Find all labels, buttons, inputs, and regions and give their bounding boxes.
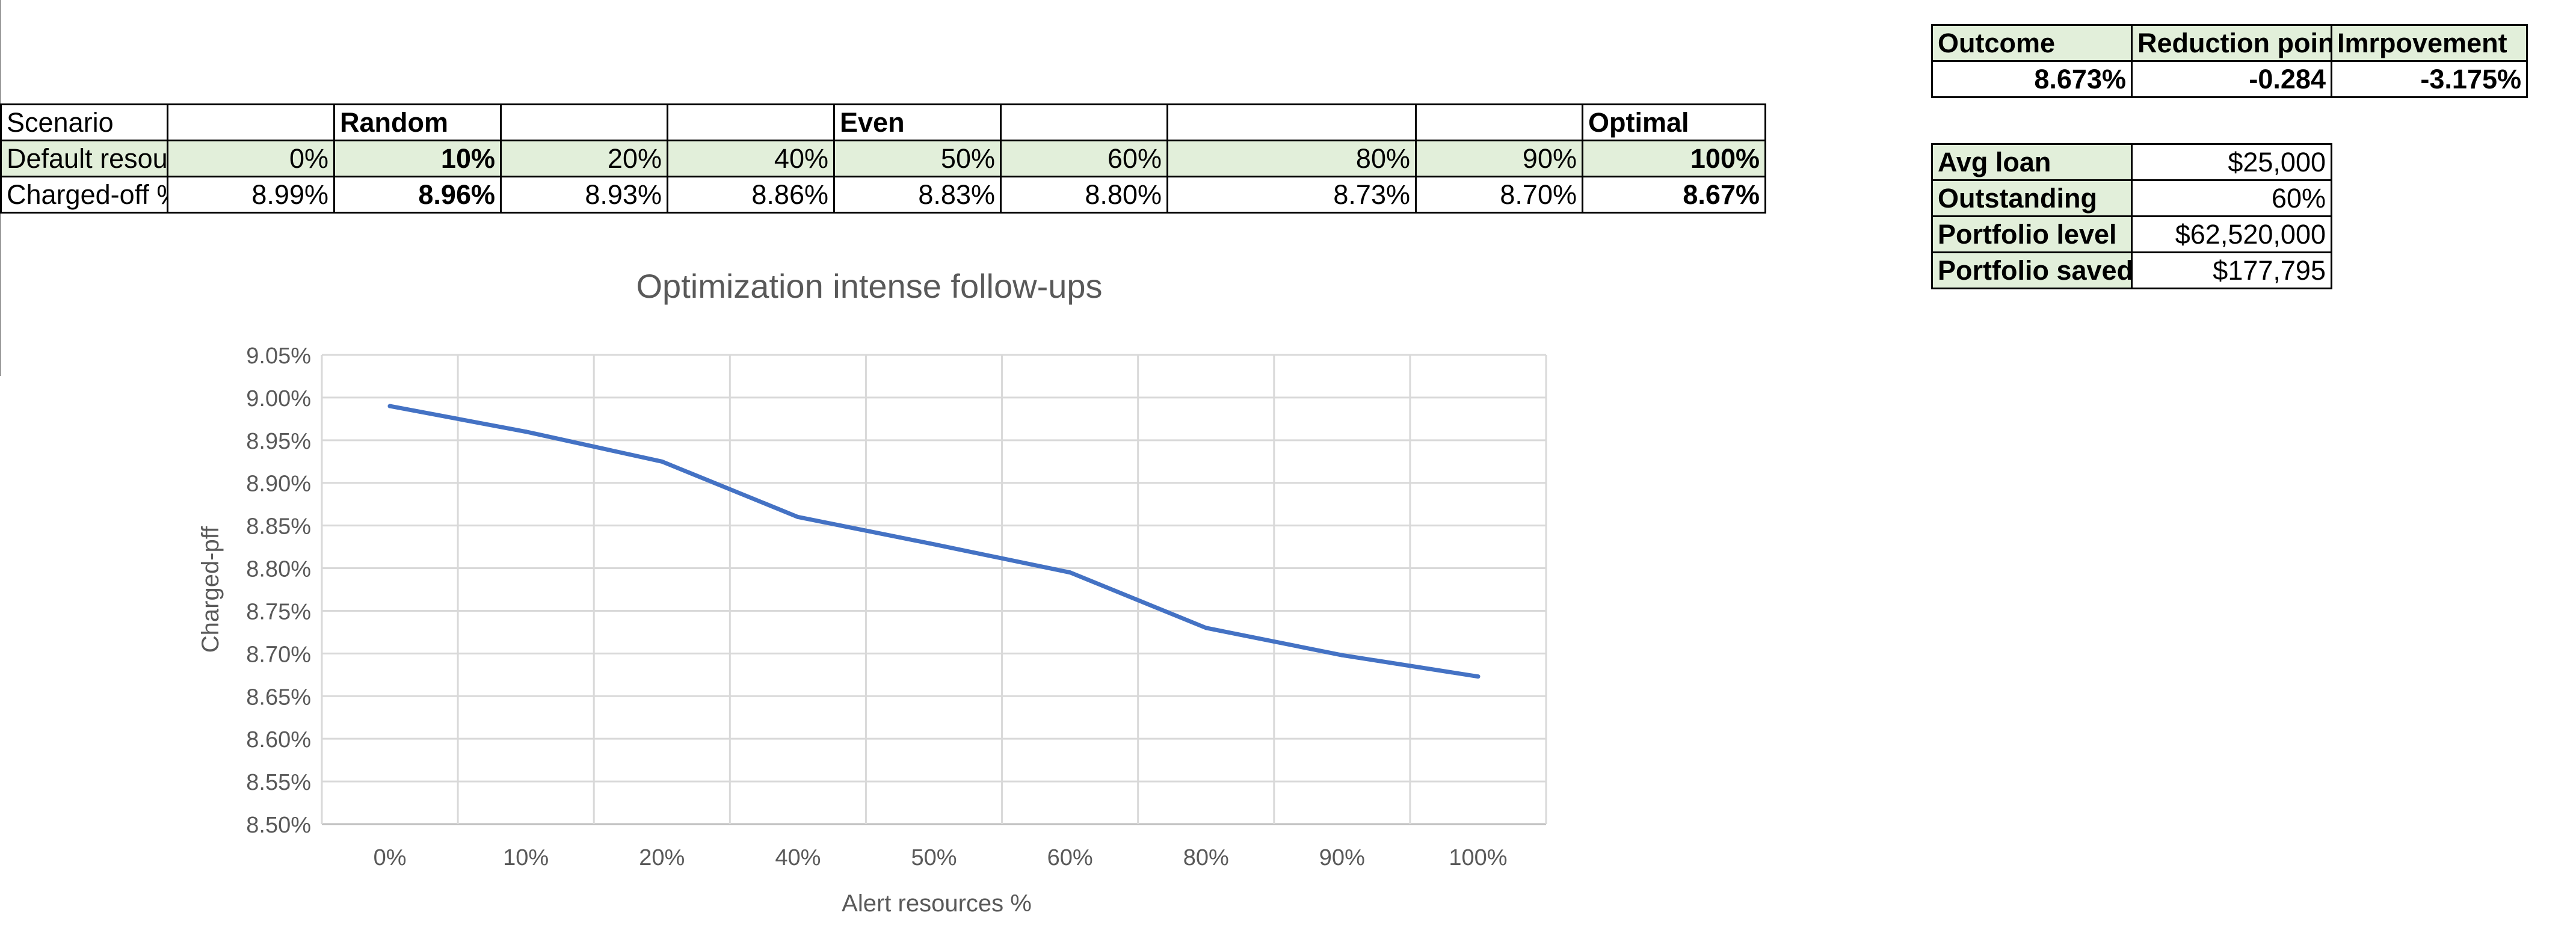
y-tick-label: 9.00% xyxy=(246,386,311,411)
cell-default-resources-label[interactable]: Default resou xyxy=(1,141,168,177)
cell[interactable]: 8.80% xyxy=(1001,177,1168,213)
cell[interactable]: 60% xyxy=(1001,141,1168,177)
loan-row: Portfolio saved $177,795 xyxy=(1932,253,2332,289)
cell[interactable]: 80% xyxy=(1168,141,1416,177)
charged-off-row: Charged-off % 8.99% 8.96% 8.93% 8.86% 8.… xyxy=(1,177,1766,213)
cell[interactable]: 0% xyxy=(168,141,334,177)
value-avg-loan[interactable]: $25,000 xyxy=(2132,144,2332,180)
header-reduction-points[interactable]: Reduction poin xyxy=(2132,25,2332,61)
x-tick-label: 80% xyxy=(1183,845,1229,870)
y-tick-label: 8.55% xyxy=(246,770,311,795)
default-resources-row: Default resou 0% 10% 20% 40% 50% 60% 80%… xyxy=(1,141,1766,177)
y-tick-label: 8.60% xyxy=(246,727,311,753)
cell[interactable]: 8.73% xyxy=(1168,177,1416,213)
outcome-value-row: 8.673% -0.284 -3.175% xyxy=(1932,61,2527,97)
cell[interactable] xyxy=(501,105,668,141)
y-tick-label: 8.65% xyxy=(246,685,311,710)
x-tick-label: 40% xyxy=(775,845,821,870)
scenario-row: Scenario Random Even Optimal xyxy=(1,105,1766,141)
cell[interactable]: 10% xyxy=(334,141,501,177)
cell[interactable]: 8.67% xyxy=(1583,177,1766,213)
value-portfolio-saved[interactable]: $177,795 xyxy=(2132,253,2332,289)
y-tick-label: 8.70% xyxy=(246,642,311,667)
cell[interactable]: 8.70% xyxy=(1416,177,1583,213)
outcome-header-row: Outcome Reduction poin Imrpovement xyxy=(1932,25,2527,61)
cell[interactable]: 8.93% xyxy=(501,177,668,213)
cell-scenario-label[interactable]: Scenario xyxy=(1,105,168,141)
y-tick-label: 8.85% xyxy=(246,514,311,540)
y-axis-ticks: 8.50% 8.55% 8.60% 8.65% 8.70% 8.75% 8.80% 8.85%… xyxy=(246,343,311,838)
data-point xyxy=(388,404,392,408)
data-point xyxy=(796,515,800,519)
cell[interactable] xyxy=(1416,105,1583,141)
x-tick-label: 50% xyxy=(911,845,957,870)
cell-optimal[interactable]: Optimal xyxy=(1583,105,1766,141)
data-point xyxy=(1476,674,1480,679)
scenario-table: Scenario Random Even Optimal Default res… xyxy=(0,103,1766,214)
y-tick-label: 8.50% xyxy=(246,813,311,838)
value-reduction-points[interactable]: -0.284 xyxy=(2132,61,2332,97)
cell[interactable]: 8.86% xyxy=(668,177,834,213)
loan-row: Portfolio level $62,520,000 xyxy=(1932,217,2332,253)
y-tick-label: 8.75% xyxy=(246,599,311,624)
cell-random[interactable]: Random xyxy=(334,105,501,141)
cell[interactable] xyxy=(668,105,834,141)
data-point xyxy=(524,429,528,434)
data-point xyxy=(1068,570,1072,574)
data-point xyxy=(1340,653,1344,657)
cell[interactable]: 100% xyxy=(1583,141,1766,177)
cell-charged-off-label[interactable]: Charged-off % xyxy=(1,177,168,213)
y-tick-label: 8.90% xyxy=(246,472,311,497)
series-layer xyxy=(388,404,1481,679)
x-tick-label: 90% xyxy=(1319,845,1365,870)
y-tick-label: 8.80% xyxy=(246,557,311,582)
x-tick-label: 20% xyxy=(639,845,685,870)
header-outcome[interactable]: Outcome xyxy=(1932,25,2132,61)
series-line xyxy=(390,406,1478,677)
cell[interactable]: 8.99% xyxy=(168,177,334,213)
data-point xyxy=(1204,626,1208,630)
loan-row: Avg loan $25,000 xyxy=(1932,144,2332,180)
cell[interactable]: 8.96% xyxy=(334,177,501,213)
x-axis-label: Alert resources % xyxy=(842,890,1032,917)
chart-title: Optimization intense follow-ups xyxy=(636,267,1102,305)
x-axis-ticks: 0% 10% 20% 40% 50% 60% 80% 90% 100% xyxy=(374,845,1508,870)
label-portfolio-level[interactable]: Portfolio level xyxy=(1932,217,2132,253)
y-tick-label: 8.95% xyxy=(246,429,311,454)
gridlines xyxy=(322,355,1546,824)
line-chart[interactable]: Optimization intense follow-ups 8.50%8.5… xyxy=(168,265,1612,932)
x-tick-label: 60% xyxy=(1047,845,1093,870)
x-tick-label: 0% xyxy=(374,845,407,870)
label-portfolio-saved[interactable]: Portfolio saved xyxy=(1932,253,2132,289)
value-outstanding[interactable]: 60% xyxy=(2132,180,2332,217)
x-tick-label: 10% xyxy=(503,845,549,870)
data-point xyxy=(932,542,936,546)
loan-row: Outstanding 60% xyxy=(1932,180,2332,217)
value-improvement[interactable]: -3.175% xyxy=(2332,61,2527,97)
header-improvement[interactable]: Imrpovement xyxy=(2332,25,2527,61)
cell[interactable]: 90% xyxy=(1416,141,1583,177)
loan-table: Avg loan $25,000 Outstanding 60% Portfol… xyxy=(1931,143,2332,289)
value-portfolio-level[interactable]: $62,520,000 xyxy=(2132,217,2332,253)
label-outstanding[interactable]: Outstanding xyxy=(1932,180,2132,217)
cell[interactable]: 20% xyxy=(501,141,668,177)
cell[interactable] xyxy=(1001,105,1168,141)
cell-even[interactable]: Even xyxy=(834,105,1001,141)
cell[interactable]: 50% xyxy=(834,141,1001,177)
y-tick-label: 9.05% xyxy=(246,343,311,369)
x-tick-label: 100% xyxy=(1449,845,1507,870)
label-avg-loan[interactable]: Avg loan xyxy=(1932,144,2132,180)
cell[interactable]: 40% xyxy=(668,141,834,177)
value-outcome[interactable]: 8.673% xyxy=(1932,61,2132,97)
data-point xyxy=(660,460,664,464)
cell[interactable]: 8.83% xyxy=(834,177,1001,213)
cell[interactable] xyxy=(168,105,334,141)
cell[interactable] xyxy=(1168,105,1416,141)
y-axis-label: Charged-pff xyxy=(197,526,224,653)
outcome-table: Outcome Reduction poin Imrpovement 8.673… xyxy=(1931,24,2528,98)
